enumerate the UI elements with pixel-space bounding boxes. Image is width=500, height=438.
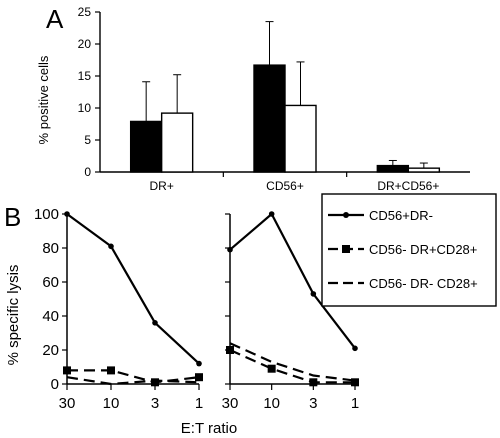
bar bbox=[160, 112, 194, 173]
y-tick-label: 80 bbox=[42, 240, 59, 257]
y-tick-label-a: 5 bbox=[84, 133, 91, 147]
data-point bbox=[268, 211, 275, 217]
data-point bbox=[64, 211, 70, 217]
x-tick-label-a: DR+CD56+ bbox=[377, 179, 439, 193]
data-point bbox=[63, 366, 71, 375]
data-point bbox=[195, 373, 203, 382]
y-tick-label: 0 bbox=[51, 376, 59, 393]
y-tick-label-a: 20 bbox=[78, 37, 92, 51]
x-tick-label: 3 bbox=[309, 395, 317, 412]
panel-label-a: A bbox=[46, 4, 64, 34]
series-line bbox=[229, 348, 355, 384]
y-tick-label-a: 25 bbox=[78, 5, 92, 19]
y-tick-label-a: 0 bbox=[84, 165, 91, 179]
y-tick-label: 40 bbox=[42, 308, 59, 325]
bar bbox=[129, 120, 163, 173]
y-tick-label-a: 15 bbox=[78, 69, 92, 83]
data-point bbox=[352, 345, 358, 352]
y-tick-label-a: 10 bbox=[78, 101, 92, 115]
bar bbox=[376, 164, 410, 173]
y-tick-label: 20 bbox=[42, 342, 59, 359]
legend-label: CD56- DR- CD28+ bbox=[369, 276, 478, 291]
x-tick-label-a: CD56+ bbox=[266, 179, 304, 193]
x-tick-label-a: DR+ bbox=[149, 179, 173, 193]
x-tick-label: 30 bbox=[59, 395, 76, 412]
x-tick-label: 30 bbox=[222, 395, 239, 412]
series-line bbox=[229, 212, 356, 349]
x-tick-label: 1 bbox=[195, 395, 203, 412]
data-point bbox=[227, 246, 233, 253]
x-tick-label: 10 bbox=[263, 395, 280, 412]
y-axis-label-a: % positive cells bbox=[36, 55, 51, 144]
legend-label: CD56- DR+CD28+ bbox=[369, 242, 477, 257]
legend: CD56+DR- CD56- DR+CD28+ CD56- DR- CD28+ bbox=[321, 193, 497, 307]
data-point bbox=[226, 346, 234, 354]
y-tick-label: 100 bbox=[34, 206, 59, 223]
series-line bbox=[66, 213, 200, 365]
y-axis-label-b: % specific lysis bbox=[5, 265, 22, 366]
data-point bbox=[351, 378, 359, 387]
x-axis-label-b: E:T ratio bbox=[181, 420, 237, 437]
data-point bbox=[108, 243, 114, 250]
series-line bbox=[66, 376, 200, 386]
y-tick-label: 60 bbox=[42, 274, 59, 291]
data-point bbox=[196, 360, 202, 367]
data-point bbox=[267, 364, 276, 373]
legend-marker bbox=[342, 245, 350, 253]
line-chart-b-right: 30 10 3 1 bbox=[222, 211, 359, 412]
x-tick-label: 1 bbox=[351, 395, 359, 412]
data-point bbox=[310, 291, 317, 297]
data-point bbox=[151, 378, 159, 387]
legend-label: CD56+DR- bbox=[369, 208, 433, 223]
bar bbox=[253, 64, 286, 173]
data-point bbox=[309, 378, 318, 387]
legend-marker bbox=[343, 212, 349, 218]
data-point bbox=[107, 366, 115, 375]
series-line bbox=[229, 342, 356, 382]
series-line bbox=[67, 369, 200, 384]
x-tick-label: 10 bbox=[103, 395, 120, 412]
x-tick-label: 3 bbox=[151, 395, 159, 412]
panel-label-b: B bbox=[4, 202, 21, 232]
bar bbox=[407, 167, 441, 173]
line-chart-b-left: 0 20 40 60 80 100 30 10 3 1 bbox=[34, 206, 203, 412]
data-point bbox=[152, 320, 158, 326]
bar bbox=[284, 104, 317, 173]
